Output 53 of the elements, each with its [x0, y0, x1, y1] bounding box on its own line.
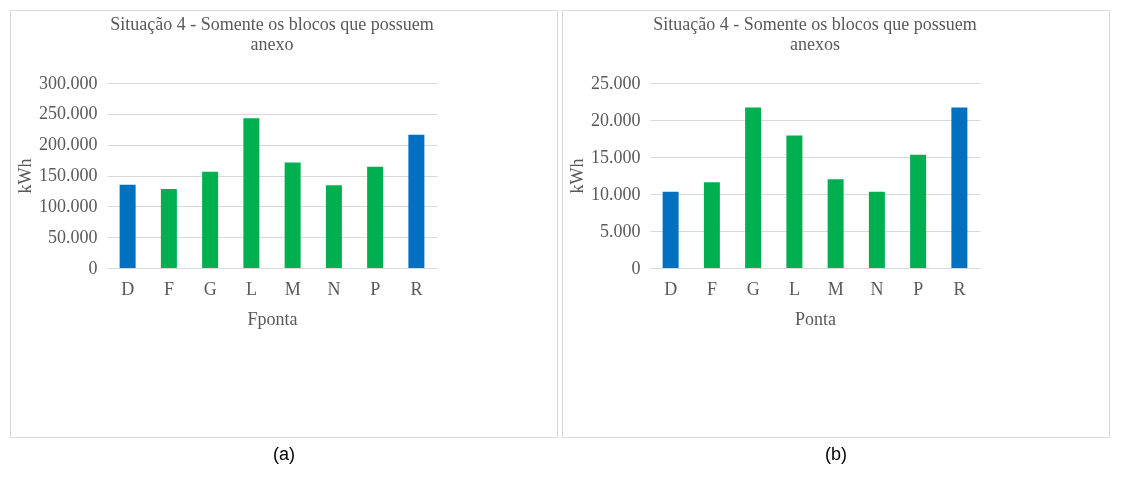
y-tick-label: 5.000 — [600, 220, 641, 241]
bar — [662, 191, 679, 268]
y-tick-label: 25.000 — [591, 72, 641, 93]
x-tick-label: P — [370, 278, 381, 299]
bar — [408, 134, 425, 268]
x-tick-label: F — [706, 278, 717, 299]
y-tick-label: 50.000 — [48, 226, 98, 247]
x-axis-title: Fponta — [247, 308, 298, 329]
y-tick-label: 15.000 — [591, 146, 641, 167]
bar — [827, 179, 844, 268]
y-tick-label: 150.000 — [39, 165, 98, 185]
bar — [951, 107, 968, 268]
bar — [202, 171, 219, 268]
chart-title: Situação 4 - Somente os blocos que possuem anexos — [653, 14, 977, 54]
x-tick-label: L — [788, 278, 800, 299]
bar — [703, 182, 720, 268]
y-tick-label: 0 — [88, 257, 98, 278]
x-tick-label: M — [284, 278, 301, 299]
x-tick-label: N — [870, 278, 884, 299]
bar — [243, 118, 260, 268]
chart-title: Situação 4 - Somente os blocos que possuem anexo — [110, 14, 434, 54]
y-tick-label: 200.000 — [39, 134, 98, 155]
y-axis-title: kWh — [567, 158, 587, 194]
y-tick-label: 300.000 — [39, 72, 98, 93]
bar — [325, 185, 342, 268]
x-tick-label: F — [163, 278, 174, 299]
x-tick-label: L — [245, 278, 257, 299]
x-tick-label: D — [121, 278, 135, 299]
y-tick-label: 250.000 — [39, 103, 98, 124]
y-tick-label: 0 — [631, 257, 641, 278]
bar — [786, 135, 803, 268]
y-tick-label: 10.000 — [591, 183, 641, 204]
y-axis-title: kWh — [15, 158, 35, 194]
x-tick-label: G — [203, 278, 217, 299]
bar — [910, 154, 927, 268]
bar — [284, 162, 301, 268]
x-axis-title: Ponta — [794, 308, 837, 329]
y-tick-label: 20.000 — [591, 109, 641, 130]
x-tick-label: D — [664, 278, 678, 299]
bar — [367, 166, 384, 268]
x-tick-label: R — [953, 278, 966, 299]
bar — [745, 107, 762, 268]
bar — [160, 189, 177, 268]
text: (b) — [824, 444, 848, 465]
x-tick-label: P — [913, 278, 924, 299]
x-tick-label: N — [327, 278, 341, 299]
y-tick-label: 100.000 — [39, 195, 98, 216]
x-tick-label: M — [827, 278, 844, 299]
bar — [868, 191, 885, 268]
x-tick-label: R — [410, 278, 423, 299]
x-tick-label: G — [746, 278, 760, 299]
bar — [119, 184, 136, 268]
text: (a) — [272, 444, 296, 465]
